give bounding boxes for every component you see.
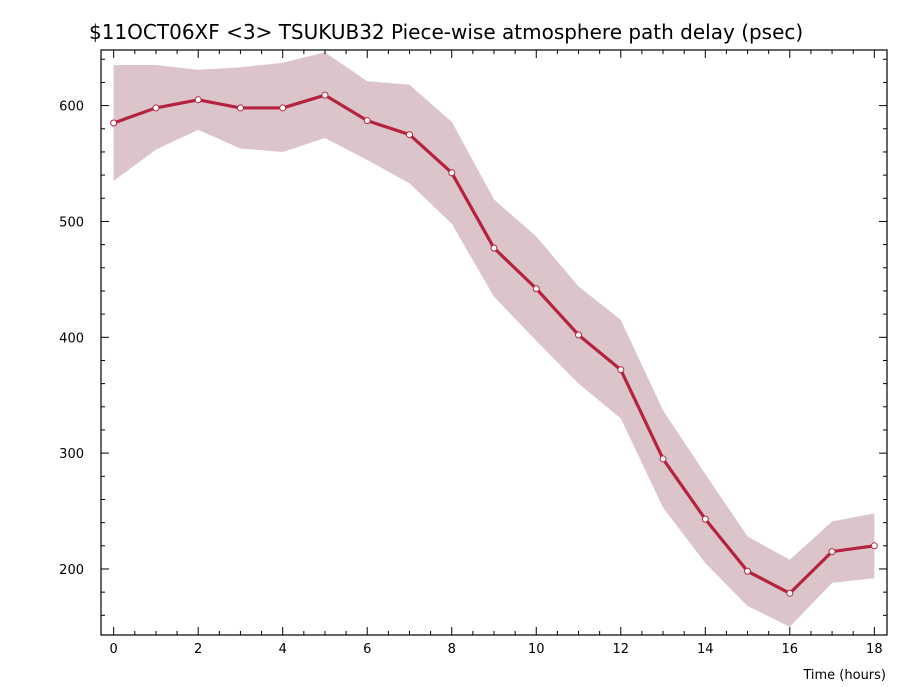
x-tick-label: 10 (528, 642, 545, 657)
x-tick-label: 18 (866, 642, 883, 657)
confidence-band-layer (113, 52, 875, 627)
data-point (701, 515, 709, 523)
data-point (490, 244, 498, 252)
x-tick-label: 4 (279, 642, 287, 657)
data-point (110, 119, 118, 127)
x-axis-label: Time (hours) (802, 668, 886, 683)
data-point (363, 117, 371, 125)
y-tick-label: 400 (59, 331, 84, 346)
data-point (448, 169, 456, 177)
data-point (575, 331, 583, 339)
x-tick-label: 14 (697, 642, 714, 657)
x-tick-label: 16 (782, 642, 799, 657)
x-tick-label: 6 (363, 642, 371, 657)
data-point (744, 567, 752, 575)
data-point (786, 589, 794, 597)
y-tick-label: 600 (59, 100, 84, 115)
x-tick-label: 0 (110, 642, 118, 657)
data-point (870, 542, 878, 550)
data-point (659, 455, 667, 463)
y-tick-label: 300 (59, 447, 84, 462)
data-point (236, 104, 244, 112)
data-point (194, 96, 202, 104)
series-line (113, 93, 875, 595)
data-point (321, 91, 329, 99)
axis-ticks: 0 2 4 6 8 10 12 14 16 18 200 300 400 500 600 (59, 50, 887, 657)
data-point (532, 285, 540, 293)
series-line-layer (113, 93, 875, 595)
data-point (405, 131, 413, 139)
data-point-layer (110, 91, 878, 597)
y-tick-label: 200 (59, 563, 84, 578)
data-point (279, 104, 287, 112)
data-point (152, 104, 160, 112)
x-tick-label: 2 (194, 642, 202, 657)
y-tick-label: 500 (59, 215, 84, 230)
data-point (617, 366, 625, 374)
confidence-band (113, 52, 875, 627)
data-point (828, 548, 836, 556)
x-tick-label: 8 (448, 642, 456, 657)
x-tick-label: 12 (613, 642, 630, 657)
chart-title: $11OCT06XF <3> TSUKUB32 Piece-wise atmos… (89, 20, 803, 44)
